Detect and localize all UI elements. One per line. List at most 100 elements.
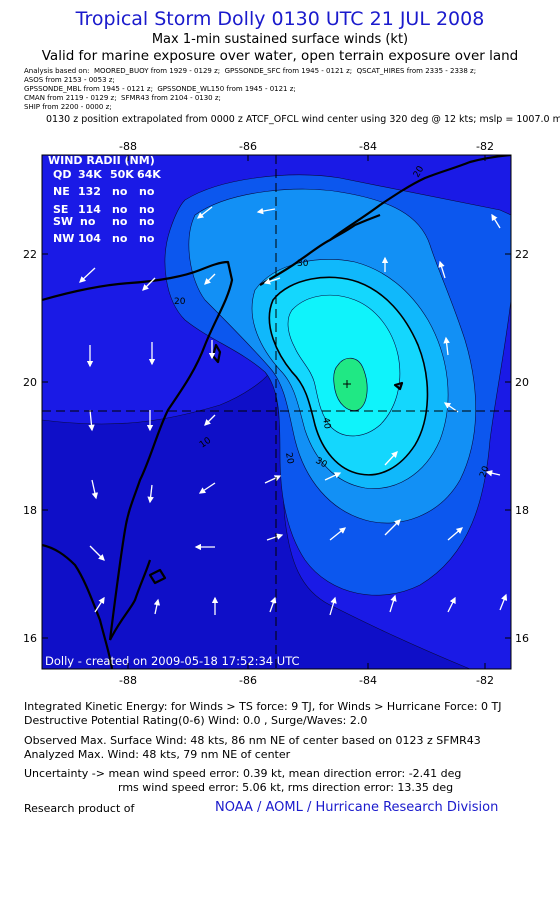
wind-arrow — [204, 414, 216, 426]
wind-arrow — [447, 596, 456, 613]
wind-arrow — [79, 267, 96, 283]
wind-radii-quadrant: NW — [53, 232, 74, 245]
wind-radii-header: 64K — [137, 168, 161, 181]
wind-radii-64k: no — [139, 232, 155, 245]
wind-arrow — [447, 527, 463, 541]
wind-radii-50k: no — [112, 185, 128, 198]
wind-arrow — [204, 273, 216, 285]
bay-islands — [148, 568, 167, 585]
uncertainty-line-2: rms wind speed error: 5.06 kt, rms direc… — [118, 781, 454, 794]
lon-label-top: -84 — [359, 140, 377, 153]
lon-label-bottom: -86 — [239, 674, 257, 687]
wind-arrow — [91, 479, 99, 500]
research-label: Research product of — [24, 802, 135, 815]
dpr-stat: Destructive Potential Rating(0-6) Wind: … — [24, 714, 368, 727]
wind-radii-quadrant: NE — [53, 185, 70, 198]
lon-label-bottom: -88 — [119, 674, 137, 687]
map-subtitle: Max 1-min sustained surface winds (kt) — [151, 32, 409, 47]
wind-arrow — [384, 451, 398, 466]
observed-max-wind: Observed Max. Surface Wind: 48 kts, 86 n… — [24, 734, 481, 747]
contour-label: 40 — [320, 417, 332, 430]
wind-radii-quadrant: SE — [53, 203, 68, 216]
position-note: 0130 z position extrapolated from 0000 z… — [46, 114, 560, 125]
cozumel-island — [211, 343, 222, 364]
org-label: NOAA / AOML / Hurricane Research Divisio… — [215, 800, 499, 815]
contour-label: 20 — [174, 297, 186, 307]
wind-radii-50k: no — [112, 203, 128, 216]
wind-radii-34k: 114 — [78, 203, 101, 216]
lat-label-right: 16 — [515, 632, 529, 645]
central-america-coast — [42, 543, 114, 669]
wind-radii-50k: no — [112, 232, 128, 245]
analysis-line: ASOS from 2153 - 0053 z; — [24, 76, 115, 84]
cuba-coast — [259, 155, 511, 286]
wind-arrow — [269, 596, 277, 613]
wind-arrow — [384, 519, 401, 536]
wind-arrow — [266, 533, 284, 541]
wind-radii-header: 34K — [78, 168, 102, 181]
map-field: 20 30 20 10 40 30 20 20 WIND RADII (NM) … — [42, 154, 511, 669]
lat-label-right: 18 — [515, 504, 529, 517]
analysis-line: GPSSONDE_MBL from 1945 - 0121 z; GPSSOND… — [24, 85, 296, 93]
max-wind-marker — [343, 380, 351, 388]
wind-arrow — [263, 277, 281, 285]
wind-arrow — [147, 484, 154, 504]
wind-arrow — [438, 260, 446, 279]
wind-radii-header: QD — [53, 168, 71, 181]
wind-radii-quadrant: SW — [53, 215, 73, 228]
coastlines — [42, 155, 511, 669]
axis-ticks — [42, 155, 511, 669]
lat-label-right: 20 — [515, 376, 529, 389]
lon-label-top: -88 — [119, 140, 137, 153]
lat-label-left: 18 — [23, 504, 37, 517]
analysis-line: Analysis based on: MOORED_BUOY from 1929… — [24, 67, 477, 75]
wind-arrow — [329, 596, 337, 616]
lon-label-bottom: -84 — [359, 674, 377, 687]
wind-arrow — [443, 336, 450, 356]
lat-label-right: 22 — [515, 248, 529, 261]
contour-label: 30 — [297, 259, 309, 269]
map-title: Tropical Storm Dolly 0130 UTC 21 JUL 200… — [75, 8, 485, 30]
uncertainty-line-1: Uncertainty -> mean wind speed error: 0.… — [24, 767, 462, 780]
wind-arrow — [88, 409, 95, 432]
wind-radii-64k: no — [139, 203, 155, 216]
lon-label-bottom: -82 — [476, 674, 494, 687]
wind-arrow — [153, 598, 161, 615]
lon-label-top: -82 — [476, 140, 494, 153]
wind-vectors — [79, 206, 508, 616]
map-credit: Dolly - created on 2009-05-18 17:52:34 U… — [45, 654, 300, 668]
lat-label-left: 16 — [23, 632, 37, 645]
wind-arrow — [389, 594, 397, 613]
wind-arrow — [491, 213, 501, 229]
wind-arrow — [196, 206, 213, 219]
ike-stat: Integrated Kinetic Energy: for Winds > T… — [24, 700, 502, 713]
analysis-line: CMAN from 2119 - 0129 z; SFMR43 from 210… — [24, 94, 221, 102]
wind-arrow — [198, 482, 216, 494]
wind-arrow — [499, 593, 508, 611]
wind-radii-34k: no — [80, 215, 96, 228]
wind-field-map: 20 30 20 10 40 30 20 20 WIND RADII (NM) … — [23, 140, 529, 687]
wind-radii-header: 50K — [110, 168, 134, 181]
yucatan-coast — [42, 260, 234, 641]
wind-arrow — [264, 475, 282, 484]
map-frame — [41, 154, 512, 670]
lon-label-top: -86 — [239, 140, 257, 153]
wind-arrow — [94, 596, 105, 613]
wind-arrow — [485, 470, 501, 477]
belize-coast — [109, 559, 152, 641]
lat-label-left: 22 — [23, 248, 37, 261]
analyzed-max-wind: Analyzed Max. Wind: 48 kts, 79 nm NE of … — [24, 748, 291, 761]
contour-label: 20 — [478, 465, 491, 479]
caymans — [393, 381, 404, 391]
wind-radii-64k: no — [139, 185, 155, 198]
wind-radii-34k: 104 — [78, 232, 101, 245]
wind-arrow — [324, 472, 342, 481]
analysis-line: SHIP from 2200 - 0000 z; — [24, 103, 112, 111]
wind-radii-title: WIND RADII (NM) — [48, 154, 155, 167]
lat-label-left: 20 — [23, 376, 37, 389]
wind-arrow — [89, 545, 105, 561]
wind-radii-34k: 132 — [78, 185, 101, 198]
wind-arrow — [329, 527, 347, 541]
contour-label: 20 — [283, 452, 295, 465]
wind-arrow — [142, 277, 156, 291]
